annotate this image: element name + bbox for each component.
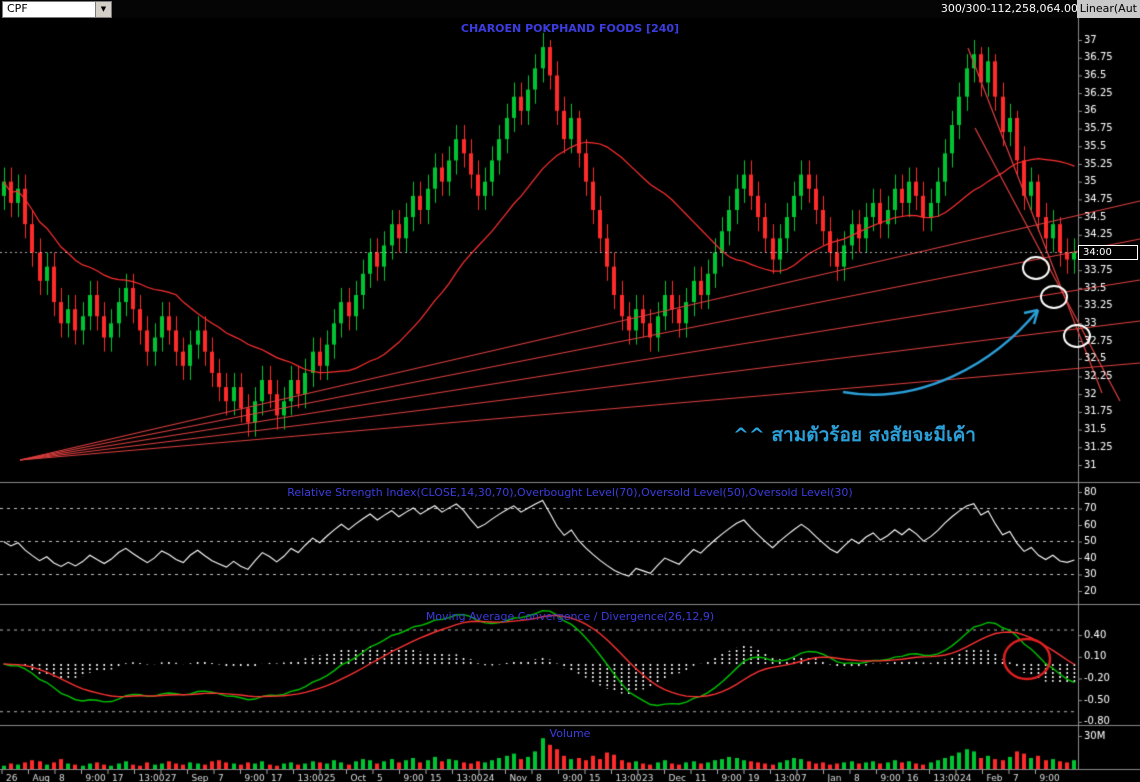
last-price-tag: 34:00 xyxy=(1078,245,1138,260)
toolbar: CPF ▼ 300/300-112,258,064.00 Linear(Aut xyxy=(0,0,1140,19)
chart-canvas[interactable] xyxy=(0,18,1140,782)
chevron-down-icon[interactable]: ▼ xyxy=(95,2,111,17)
annotation-note: ^^ สามตัวร้อย สงสัยจะมีเค้า xyxy=(733,424,976,446)
scale-mode-button[interactable]: Linear(Aut xyxy=(1076,0,1140,18)
chart-area: CHAROEN POKPHAND FOODS [240] Relative St… xyxy=(0,18,1140,782)
symbol-selector[interactable]: CPF ▼ xyxy=(2,1,112,18)
symbol-value: CPF xyxy=(7,2,28,15)
bar-info: 300/300-112,258,064.00 xyxy=(940,2,1078,15)
